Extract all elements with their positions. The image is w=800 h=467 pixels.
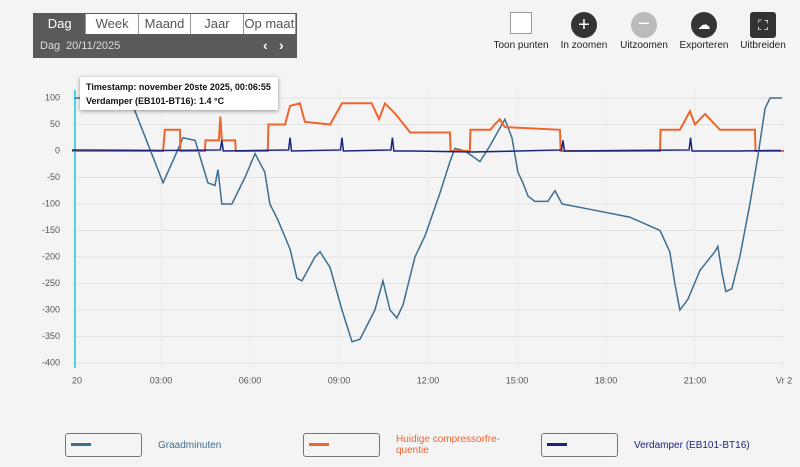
y-tick-label: -350 (42, 331, 60, 341)
legend-swatch (303, 433, 380, 457)
tab[interactable]: Jaar (191, 14, 244, 34)
tooltip-timestamp: Timestamp: november 20ste 2025, 00:06:55 (86, 82, 271, 92)
y-tick-label: -400 (42, 357, 60, 367)
series-line (72, 101, 784, 152)
y-tick-label: -300 (42, 304, 60, 314)
y-tick-label: -200 (42, 251, 60, 261)
expand[interactable]: ⛶ Uitbreiden (728, 12, 798, 51)
x-tick-label: 20 (72, 375, 82, 385)
x-tick-label: 03:00 (150, 375, 173, 385)
x-tick-label: 15:00 (506, 375, 529, 385)
tab[interactable]: Week (86, 14, 139, 34)
tab[interactable]: Maand (138, 14, 192, 34)
action-label: Exporteren (679, 40, 729, 51)
legend-item[interactable]: Huidige compressorfre-quentie (303, 433, 516, 457)
tabs: Dag Week Maand Jaar Op maat (34, 14, 297, 34)
action-label: Uitbreiden (740, 40, 786, 51)
series-line (71, 137, 782, 153)
zoom-out[interactable]: − Uitzoomen (620, 12, 668, 51)
tooltip: Timestamp: november 20ste 2025, 00:06:55… (80, 77, 278, 110)
export[interactable]: ☁ Exporteren (669, 12, 739, 51)
nav-prev[interactable]: ‹ (263, 37, 268, 53)
tab[interactable]: Dag (34, 14, 87, 34)
y-tick-label: -250 (42, 278, 60, 288)
action-label: Toon punten (493, 40, 549, 51)
period-toolbar: Dag Week Maand Jaar Op maat Dag 20/11/20… (33, 13, 297, 58)
tooltip-value: Verdamper (EB101-BT16): 1.4 °C (86, 96, 225, 106)
legend-swatch (541, 433, 618, 457)
x-tick-label: 06:00 (239, 375, 262, 385)
legend-label: Huidige compressorfre-quentie (396, 434, 500, 456)
legend-label: Graadminuten (158, 439, 222, 451)
tab[interactable]: Op maat (243, 14, 297, 34)
y-tick-label: -50 (47, 172, 60, 182)
zoom-in[interactable]: + In zoomen (560, 12, 608, 51)
legend-item[interactable]: Graadminuten (65, 433, 278, 457)
y-tick-label: -100 (42, 198, 60, 208)
action-label: Uitzoomen (620, 40, 668, 51)
legend-swatch (65, 433, 142, 457)
x-tick-label: 12:00 (417, 375, 440, 385)
x-tick-label: 21:00 (684, 375, 707, 385)
period-label: Dag (40, 40, 61, 52)
y-tick-label: 0 (55, 145, 60, 155)
y-tick-label: -150 (42, 225, 60, 235)
show-points[interactable]: Toon punten (486, 12, 556, 51)
action-label: In zoomen (560, 40, 608, 51)
nav-next[interactable]: › (279, 37, 284, 53)
checkbox[interactable] (510, 12, 532, 34)
y-tick-label: 100 (45, 92, 60, 102)
series-line (74, 97, 782, 343)
legend-item[interactable]: Verdamper (EB101-BT16) (541, 433, 754, 457)
x-tick-label: 09:00 (328, 375, 351, 385)
x-tick-label: 18:00 (595, 375, 618, 385)
y-tick-label: 50 (50, 119, 60, 129)
legend-label: Verdamper (EB101-BT16) (634, 439, 750, 451)
x-tick-label: Vr 2 (776, 375, 792, 385)
chart: -400 -350 -300 -250 -200 -150 -100 -50 0 50 100 20 0… (42, 88, 792, 385)
date: 20/11/2025 (66, 40, 121, 52)
